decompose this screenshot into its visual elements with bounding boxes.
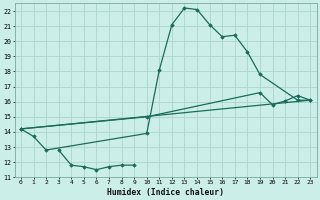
X-axis label: Humidex (Indice chaleur): Humidex (Indice chaleur): [107, 188, 224, 197]
